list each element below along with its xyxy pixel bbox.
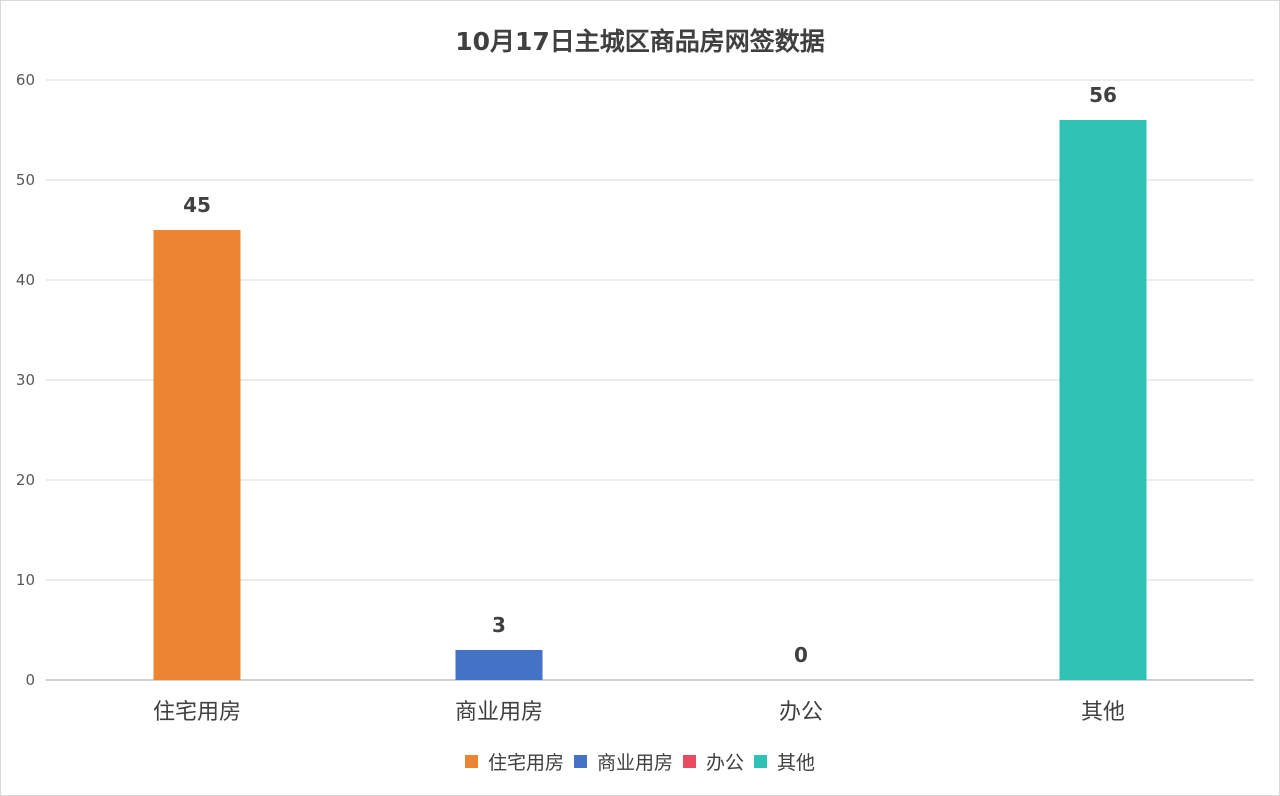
data-label: 56: [1089, 83, 1117, 107]
legend-swatch: [573, 755, 587, 768]
data-label: 3: [492, 613, 506, 637]
y-tick-label: 10: [16, 571, 35, 589]
data-label: 45: [183, 193, 211, 217]
legend-swatch: [683, 755, 696, 768]
y-tick-label: 30: [16, 371, 35, 389]
legend-swatch: [754, 755, 768, 768]
legend-item: 办公: [683, 748, 744, 775]
bar: [1059, 120, 1147, 680]
legend: 住宅用房 商业用房 办公 其他: [0, 748, 1280, 775]
legend-label: 商业用房: [596, 752, 673, 774]
x-tick-label: 办公: [779, 700, 823, 725]
x-tick-label: 住宅用房: [153, 700, 241, 725]
y-tick-label: 20: [16, 471, 35, 489]
data-label: 0: [794, 643, 808, 667]
y-tick-label: 40: [16, 271, 35, 289]
legend-item: 商业用房: [573, 748, 673, 775]
bar: [455, 650, 543, 680]
plot-area: 0 10 20 30 40 50 60 45 住宅用房 3 商业用房 0 办公 56 其他: [16, 71, 1254, 725]
legend-label: 其他: [777, 752, 816, 774]
y-tick-label: 50: [16, 171, 35, 189]
legend-item: 其他: [754, 748, 815, 775]
y-tick-label: 60: [16, 71, 35, 89]
bar: [153, 230, 241, 680]
legend-label: 住宅用房: [487, 752, 564, 774]
legend-item: 住宅用房: [464, 748, 564, 775]
x-tick-label: 其他: [1081, 700, 1125, 725]
legend-label: 办公: [706, 752, 745, 774]
legend-swatch: [464, 755, 478, 768]
y-tick-label: 0: [25, 671, 35, 689]
x-tick-label: 商业用房: [455, 700, 543, 725]
chart-title: 10月17日主城区商品房网签数据: [455, 27, 825, 56]
